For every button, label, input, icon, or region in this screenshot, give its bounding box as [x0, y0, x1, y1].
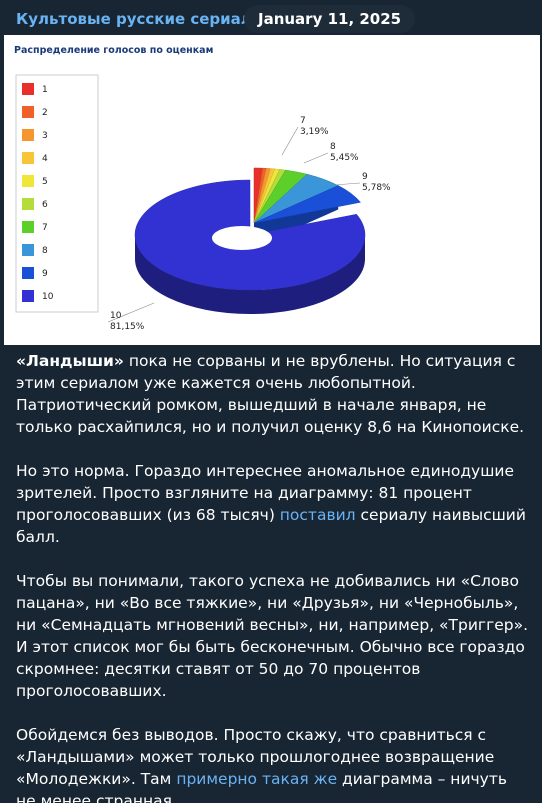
channel-name[interactable]: Культовые русские сериалы: [16, 10, 266, 28]
leader-line: [303, 152, 329, 164]
link[interactable]: примерно такая же: [176, 770, 338, 788]
legend-label: 1: [42, 85, 48, 95]
slice: [253, 185, 361, 224]
slice-value-label: 81,15%: [110, 322, 145, 332]
hole: [212, 226, 272, 250]
leader-line: [333, 182, 361, 186]
legend-label: 8: [42, 246, 48, 256]
legend-swatch: [22, 290, 34, 302]
legend-swatch: [22, 175, 34, 187]
date-pill: January 11, 2025: [244, 5, 416, 33]
legend-swatch: [22, 221, 34, 233]
legend-swatch: [22, 198, 34, 210]
legend-label: 4: [42, 154, 48, 164]
legend-swatch: [22, 267, 34, 279]
legend-label: 9: [42, 269, 48, 279]
slice-category: 8: [330, 142, 336, 152]
text-run: диаграмма – ничуть не менее странная.: [16, 770, 508, 803]
paragraph: Но это норма. Гораздо интереснее аномаль…: [16, 460, 530, 548]
paragraph: Чтобы вы понимали, такого успеха не доби…: [16, 570, 530, 702]
legend-swatch: [22, 83, 34, 95]
link[interactable]: поставил: [279, 506, 356, 524]
text-run: пока не сорваны и не врублены. Но ситуац…: [16, 352, 525, 436]
paragraph: Обойдемся без выводов. Просто скажу, что…: [16, 724, 530, 803]
leader-line: [281, 126, 299, 156]
message-text: «Ландыши» пока не сорваны и не врублены.…: [16, 350, 530, 803]
text-run: Обойдемся без выводов. Просто скажу, что…: [16, 726, 495, 788]
text-run: Чтобы вы понимали, такого успеха не доби…: [16, 572, 528, 700]
legend-swatch: [22, 152, 34, 164]
text-run: сериалу наивысший балл.: [16, 506, 526, 546]
legend-swatch: [22, 244, 34, 256]
legend-label: 3: [42, 131, 48, 141]
text-run: Но это норма. Гораздо интереснее аномаль…: [16, 462, 515, 524]
legend-swatch: [22, 129, 34, 141]
chart-title: Распределение голосов по оценкам: [14, 45, 213, 56]
leader-line: [107, 302, 155, 323]
slice: [134, 179, 366, 291]
chart-image: Распределение голосов по оценкам 1 2 3 4 5 6 7…: [4, 35, 540, 345]
legend-swatch: [22, 106, 34, 118]
slice-category: 9: [362, 172, 368, 182]
legend-label: 2: [42, 108, 48, 118]
slice-category: 10: [110, 311, 122, 321]
legend-label: 5: [42, 177, 48, 187]
legend-label: 10: [42, 292, 54, 302]
legend-label: 7: [42, 223, 48, 233]
slice-value-label: 5,78%: [362, 183, 391, 193]
slice-side: [135, 235, 365, 314]
slice-category: 7: [300, 116, 306, 126]
slice-value-label: 5,45%: [330, 153, 359, 163]
legend-label: 6: [42, 200, 48, 210]
text-run: «Ландыши»: [16, 352, 124, 370]
slice-value-label: 3,19%: [300, 127, 329, 137]
paragraph: «Ландыши» пока не сорваны и не врублены.…: [16, 350, 530, 438]
